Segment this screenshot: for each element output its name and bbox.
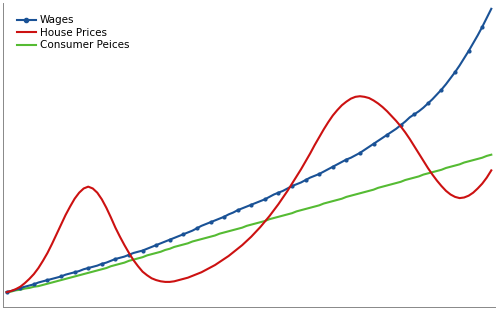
Legend: Wages, House Prices, Consumer Peices: Wages, House Prices, Consumer Peices <box>13 11 133 55</box>
